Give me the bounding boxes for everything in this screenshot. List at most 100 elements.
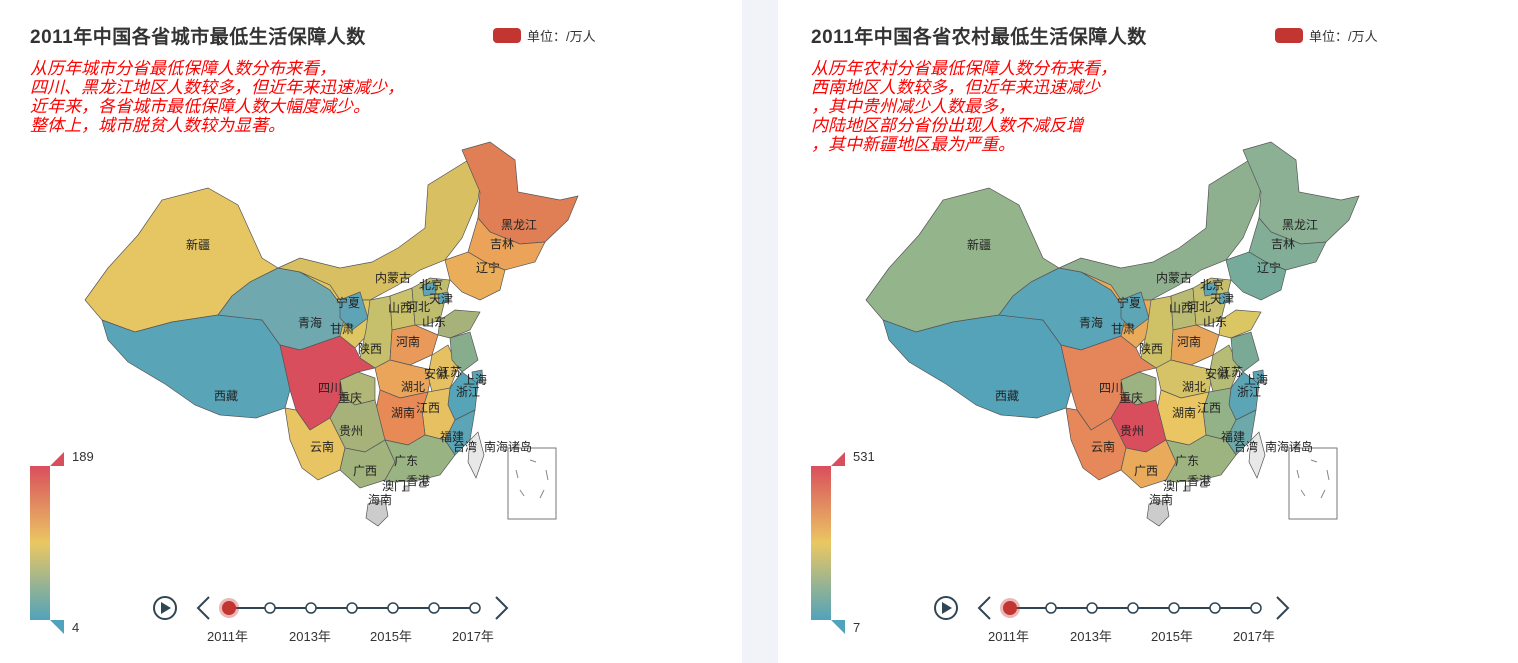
- visual-map-gradient[interactable]: [811, 466, 831, 620]
- timeline-point[interactable]: [1209, 602, 1221, 614]
- timeline-label[interactable]: 2017年: [452, 629, 494, 644]
- timeline-point[interactable]: [1168, 602, 1180, 614]
- timeline-label[interactable]: 2017年: [1233, 629, 1275, 644]
- visual-map-min-handle[interactable]: [50, 620, 64, 634]
- visual-map-max-handle[interactable]: [50, 452, 64, 466]
- province-label: 湖南: [391, 405, 415, 420]
- province-label: 辽宁: [476, 260, 500, 275]
- province-label: 内蒙古: [375, 270, 411, 285]
- visual-map-max-handle[interactable]: [831, 452, 845, 466]
- province-label: 重庆: [338, 391, 362, 405]
- timeline-label[interactable]: 2011年: [207, 629, 248, 644]
- province-label: 上海: [463, 372, 487, 387]
- prev-chevron-icon[interactable]: [977, 596, 991, 620]
- province-region[interactable]: [421, 281, 437, 297]
- province-region[interactable]: [1146, 499, 1170, 527]
- province-region[interactable]: [449, 331, 479, 373]
- timeline-point[interactable]: [387, 602, 399, 614]
- prev-chevron-icon[interactable]: [196, 596, 210, 620]
- south-china-sea-inset: [507, 447, 557, 520]
- timeline-point[interactable]: [305, 602, 317, 614]
- province-label: 安徽: [1205, 366, 1229, 381]
- province-label: 湖北: [1182, 379, 1206, 394]
- play-icon[interactable]: [161, 602, 171, 614]
- province-region[interactable]: [1200, 481, 1208, 488]
- timeline-label[interactable]: 2015年: [1151, 629, 1193, 644]
- province-label: 浙江: [456, 385, 480, 399]
- province-label: 广东: [394, 454, 418, 468]
- timeline[interactable]: [778, 0, 1518, 663]
- visual-map-min-handle[interactable]: [831, 620, 845, 634]
- visual-map-min-label: 7: [853, 620, 861, 635]
- timeline-label[interactable]: 2013年: [289, 629, 331, 644]
- province-region[interactable]: [437, 291, 450, 305]
- province-region[interactable]: [1202, 281, 1218, 297]
- province-label: 台湾: [1234, 439, 1258, 454]
- timeline-point[interactable]: [1127, 602, 1139, 614]
- legend-swatch[interactable]: [1275, 28, 1303, 43]
- province-label: 青海: [1079, 315, 1103, 330]
- province-label: 湖北: [401, 379, 425, 394]
- timeline-label[interactable]: 2011年: [988, 629, 1029, 644]
- province-region[interactable]: [1120, 291, 1150, 331]
- next-chevron-icon[interactable]: [1276, 596, 1290, 620]
- province-label: 山东: [422, 315, 446, 329]
- legend-label[interactable]: 单位：/万人: [1309, 29, 1378, 44]
- timeline-label[interactable]: 2013年: [1070, 629, 1112, 644]
- province-region[interactable]: [1225, 251, 1287, 301]
- urban-map-panel: 2011年中国各省城市最低生活保障人数 单位：/万人 从历年城市分省最低保障人数…: [0, 0, 742, 663]
- province-label: 福建: [1221, 429, 1245, 444]
- province-label: 宁夏: [336, 295, 360, 310]
- province-region[interactable]: [1248, 431, 1266, 479]
- next-chevron-icon[interactable]: [495, 596, 509, 620]
- timeline[interactable]: [0, 0, 742, 663]
- province-label: 河南: [1177, 334, 1201, 349]
- province-region[interactable]: [1184, 485, 1191, 492]
- province-region[interactable]: [1192, 277, 1232, 326]
- visual-map-gradient[interactable]: [30, 466, 50, 620]
- timeline-current-point[interactable]: [1003, 601, 1017, 615]
- play-button[interactable]: [153, 596, 177, 620]
- timeline-point[interactable]: [346, 602, 358, 614]
- province-label: 四川: [318, 381, 342, 395]
- province-label: 陕西: [358, 341, 382, 356]
- province-region[interactable]: [339, 291, 369, 331]
- province-label: 河北: [406, 300, 430, 314]
- province-label: 贵州: [1120, 424, 1144, 438]
- province-label: 云南: [1091, 439, 1115, 454]
- province-region[interactable]: [1218, 291, 1231, 305]
- province-region[interactable]: [411, 277, 451, 326]
- timeline-point[interactable]: [1086, 602, 1098, 614]
- play-icon[interactable]: [942, 602, 952, 614]
- province-region[interactable]: [419, 481, 427, 488]
- province-label: 香港: [1187, 474, 1211, 488]
- province-label: 西藏: [214, 389, 238, 403]
- timeline-current-point[interactable]: [222, 601, 236, 615]
- province-label: 山西: [388, 301, 412, 315]
- legend-label[interactable]: 单位：/万人: [527, 29, 596, 44]
- province-region[interactable]: [1165, 434, 1237, 483]
- play-button[interactable]: [934, 596, 958, 620]
- province-region[interactable]: [403, 485, 410, 492]
- timeline-point[interactable]: [469, 602, 481, 614]
- timeline-point[interactable]: [1045, 602, 1057, 614]
- timeline-point[interactable]: [1250, 602, 1262, 614]
- province-region[interactable]: [365, 499, 389, 527]
- province-region[interactable]: [384, 434, 456, 483]
- province-region[interactable]: [444, 251, 506, 301]
- province-label: 贵州: [339, 424, 363, 438]
- visual-map-max-label: 531: [853, 449, 875, 464]
- chart-subtitle: 从历年城市分省最低保障人数分布来看， 四川、黑龙江地区人数较多，但近年来迅速减少…: [30, 59, 404, 135]
- timeline-label[interactable]: 2015年: [370, 629, 412, 644]
- province-label: 湖南: [1172, 405, 1196, 420]
- province-region[interactable]: [467, 431, 485, 479]
- province-label: 吉林: [490, 237, 514, 251]
- province-label: 天津: [1210, 292, 1234, 306]
- province-region[interactable]: [1230, 331, 1260, 373]
- legend-swatch[interactable]: [493, 28, 521, 43]
- timeline-point[interactable]: [264, 602, 276, 614]
- province-label: 河南: [396, 334, 420, 349]
- timeline-point[interactable]: [428, 602, 440, 614]
